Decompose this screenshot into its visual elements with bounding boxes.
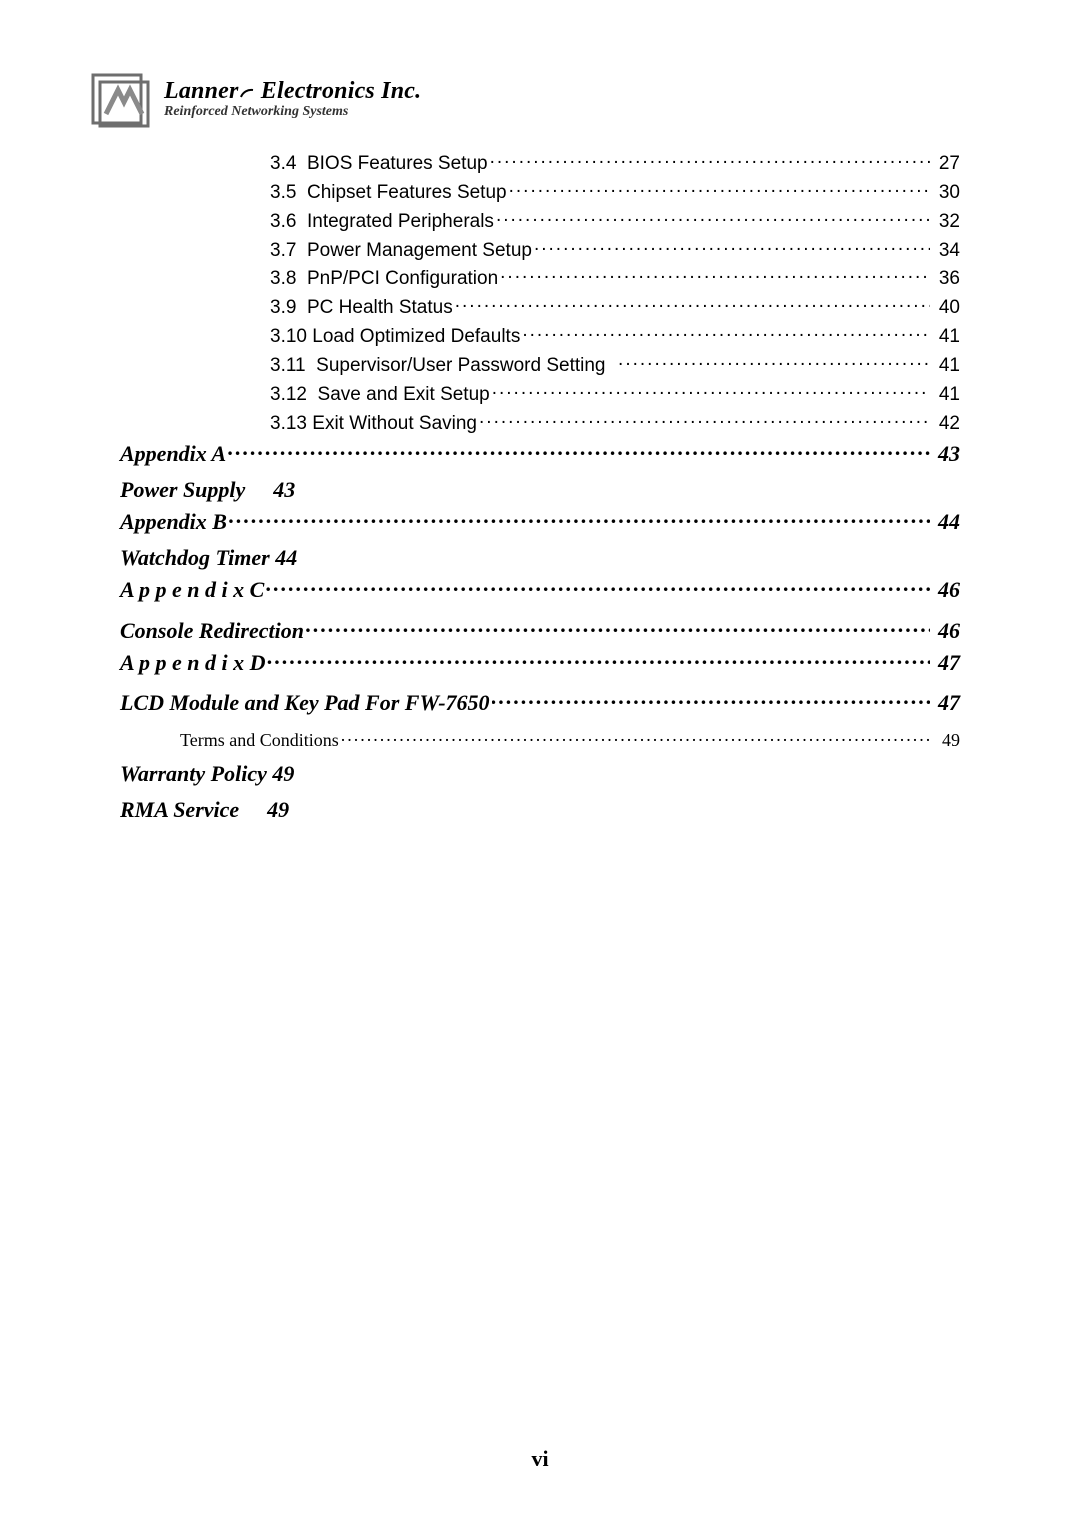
toc-item-page: 43 (932, 441, 960, 467)
dot-leader (267, 646, 930, 670)
toc-item-label: Power Supply (120, 477, 245, 503)
toc-item: 3.6 Integrated Peripherals 32 (120, 206, 960, 233)
brand-name-b: Electronics Inc. (255, 78, 422, 104)
toc-item-label: Watchdog Timer 44 (120, 545, 297, 571)
toc-power-supply: Power Supply 43 (120, 477, 960, 503)
toc-item-page: 41 (932, 355, 960, 377)
brand-name-a: Lanner (164, 78, 239, 104)
company-logo-icon (90, 70, 154, 128)
toc-item: 3.5 Chipset Features Setup 30 (120, 177, 960, 204)
toc-item-page: 49 (932, 730, 960, 751)
toc-item-label: Terms and Conditions (180, 730, 339, 751)
toc-item-label: 3.5 Chipset Features Setup (270, 182, 507, 204)
toc-item-page: 34 (932, 240, 960, 262)
toc-item-label: 3.13 Exit Without Saving (270, 413, 477, 435)
brand-text: Lanner Electronics Inc. Reinforced Netwo… (164, 79, 421, 119)
toc-item: 3.9 PC Health Status 40 (120, 292, 960, 319)
toc-console-redirection: Console Redirection 46 (120, 613, 960, 643)
dot-leader (266, 573, 930, 597)
toc-item-label: Console Redirection (120, 618, 304, 644)
toc-item-page: 44 (932, 509, 960, 535)
toc-item-label: 3.9 PC Health Status (270, 297, 453, 319)
toc-item-label: 3.4 BIOS Features Setup (270, 153, 488, 175)
toc-item-label: 3.10 Load Optimized Defaults (270, 326, 520, 348)
dot-leader (496, 206, 930, 227)
toc-item-page: 32 (932, 211, 960, 233)
dot-leader (306, 613, 930, 637)
toc-warranty-policy: Warranty Policy 49 (120, 761, 960, 787)
toc-item-page: 36 (932, 268, 960, 290)
toc-item: 3.11 Supervisor/User Password Setting 41 (120, 350, 960, 377)
dot-leader (618, 350, 930, 371)
toc-item-page: 46 (932, 618, 960, 644)
toc-item-label: 3.11 Supervisor/User Password Setting (270, 355, 616, 377)
dot-leader (534, 235, 930, 256)
toc-item: 3.10 Load Optimized Defaults 41 (120, 321, 960, 348)
toc-lcd-module: LCD Module and Key Pad For FW-7650 47 (120, 686, 960, 716)
toc-item: 3.8 PnP/PCI Configuration 36 (120, 264, 960, 291)
toc-appendix-c: A p p e n d i x C 46 (120, 573, 960, 603)
toc-item-label: RMA Service (120, 797, 239, 823)
toc-appendix-a: Appendix A 43 (120, 437, 960, 467)
toc-item-page: 47 (932, 690, 960, 716)
toc-item-page: 46 (932, 577, 960, 603)
brand-arc-icon (240, 80, 254, 98)
toc-item-label: 3.6 Integrated Peripherals (270, 211, 494, 233)
toc-item-page: 30 (932, 182, 960, 204)
table-of-contents: 3.4 BIOS Features Setup 27 3.5 Chipset F… (120, 148, 960, 823)
toc-item-label: 3.8 PnP/PCI Configuration (270, 268, 498, 290)
toc-item-page: 41 (932, 326, 960, 348)
toc-item-label: A p p e n d i x C (120, 577, 264, 603)
dot-leader (500, 264, 930, 285)
page-number: vi (0, 1446, 1080, 1472)
toc-item-page: 49 (267, 797, 289, 823)
toc-item-page: 41 (932, 384, 960, 406)
dot-leader (228, 437, 930, 461)
toc-item-label: Appendix A (120, 441, 226, 467)
page-root: Lanner Electronics Inc. Reinforced Netwo… (0, 0, 1080, 1528)
toc-item-label: 3.7 Power Management Setup (270, 240, 532, 262)
dot-leader (455, 292, 930, 313)
dot-leader (509, 177, 930, 198)
toc-item-page: 27 (932, 153, 960, 175)
dot-leader (490, 148, 930, 169)
toc-appendix-d: A p p e n d i x D 47 (120, 646, 960, 676)
toc-item-page: 42 (932, 413, 960, 435)
toc-watchdog-timer: Watchdog Timer 44 (120, 545, 960, 571)
toc-terms-conditions: Terms and Conditions 49 (120, 726, 960, 751)
toc-item-page: 47 (932, 650, 960, 676)
toc-item-label: 3.12 Save and Exit Setup (270, 384, 490, 406)
dot-leader (492, 686, 930, 710)
toc-item: 3.13 Exit Without Saving 42 (120, 408, 960, 435)
dot-leader (229, 505, 930, 529)
dot-leader (479, 408, 930, 429)
document-header: Lanner Electronics Inc. Reinforced Netwo… (90, 70, 960, 128)
toc-item-page: 43 (273, 477, 295, 503)
toc-item-label: LCD Module and Key Pad For FW-7650 (120, 690, 490, 716)
brand-tagline: Reinforced Networking Systems (164, 105, 421, 119)
toc-item-page: 40 (932, 297, 960, 319)
dot-leader (341, 726, 930, 746)
toc-item: 3.4 BIOS Features Setup 27 (120, 148, 960, 175)
toc-item: 3.7 Power Management Setup 34 (120, 235, 960, 262)
toc-item-label: Warranty Policy 49 (120, 761, 294, 787)
toc-rma-service: RMA Service 49 (120, 797, 960, 823)
toc-appendix-b: Appendix B 44 (120, 505, 960, 535)
dot-leader (492, 379, 930, 400)
toc-item-label: A p p e n d i x D (120, 650, 265, 676)
dot-leader (522, 321, 930, 342)
toc-item-label: Appendix B (120, 509, 227, 535)
toc-item: 3.12 Save and Exit Setup 41 (120, 379, 960, 406)
brand-line1: Lanner Electronics Inc. (164, 79, 421, 103)
